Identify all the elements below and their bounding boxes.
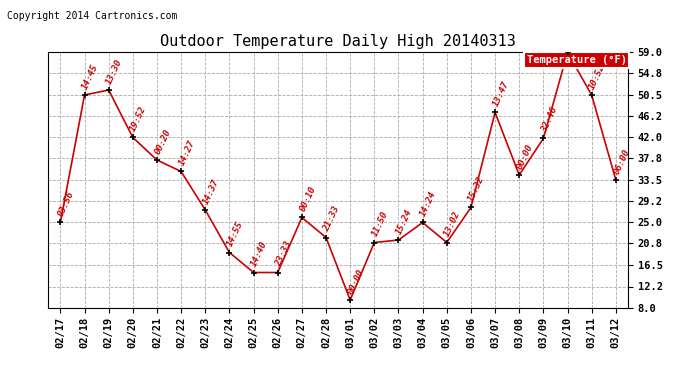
Text: 15:32: 15:32	[467, 175, 486, 203]
Text: 00:20: 00:20	[153, 128, 172, 156]
Text: Temperature (°F): Temperature (°F)	[526, 55, 627, 65]
Text: 11:50: 11:50	[371, 210, 390, 238]
Text: 00:00: 00:00	[346, 268, 366, 296]
Text: 10:52: 10:52	[588, 63, 607, 91]
Text: 14:24: 14:24	[419, 190, 438, 218]
Text: 13:30: 13:30	[105, 58, 124, 86]
Text: 14:37: 14:37	[201, 178, 221, 206]
Text: 15:24: 15:24	[395, 208, 414, 236]
Text: 14:40: 14:40	[250, 240, 269, 268]
Text: 21:33: 21:33	[322, 205, 342, 233]
Text: 14:55: 14:55	[226, 220, 245, 248]
Text: 13:47: 13:47	[491, 80, 511, 108]
Text: 32:46: 32:46	[540, 106, 559, 134]
Text: 23:33: 23:33	[274, 240, 293, 268]
Text: 06:00: 06:00	[612, 148, 631, 176]
Title: Outdoor Temperature Daily High 20140313: Outdoor Temperature Daily High 20140313	[160, 33, 516, 48]
Text: 00:10: 00:10	[298, 185, 317, 213]
Text: 13:02: 13:02	[443, 210, 462, 238]
Text: 00:00: 00:00	[515, 142, 535, 171]
Text: 14:45: 14:45	[81, 63, 100, 91]
Text: Copyright 2014 Cartronics.com: Copyright 2014 Cartronics.com	[7, 11, 177, 21]
Text: 03:56: 03:56	[57, 190, 76, 218]
Text: 14:27: 14:27	[177, 139, 197, 167]
Text: 19:52: 19:52	[129, 105, 148, 134]
